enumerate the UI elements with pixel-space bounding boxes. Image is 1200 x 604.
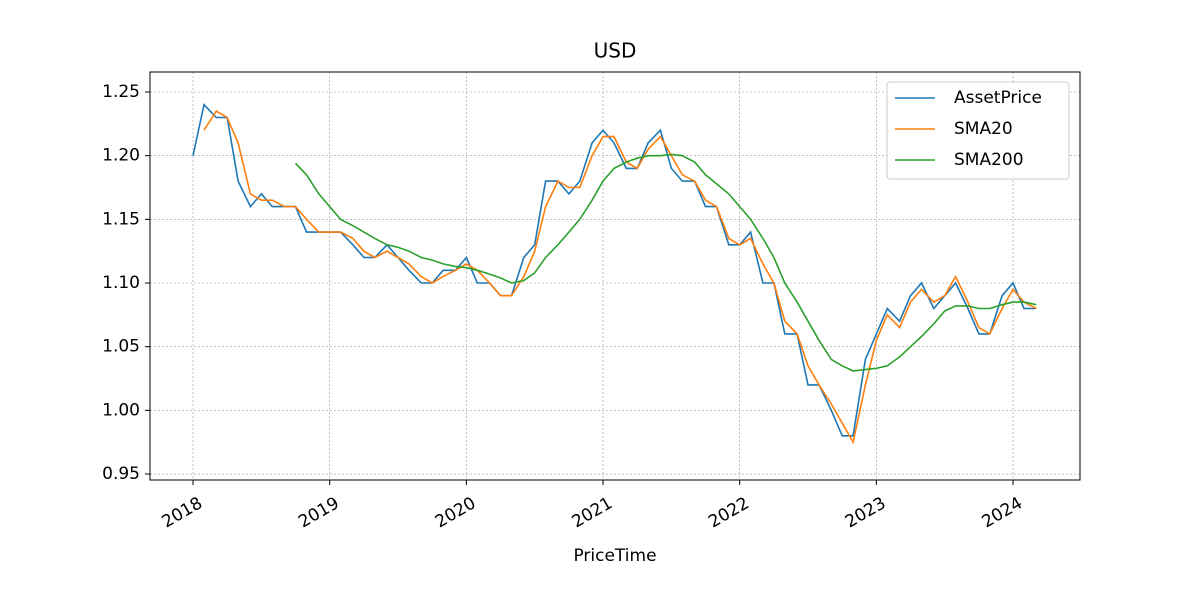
series-line xyxy=(203,110,1037,445)
series-line xyxy=(294,153,1037,372)
y-tick-label: 1.20 xyxy=(102,146,140,166)
legend-label: SMA20 xyxy=(954,119,1013,139)
x-tick-label: 2018 xyxy=(159,493,206,532)
x-tick-label: 2023 xyxy=(842,493,889,532)
y-tick-label: 1.00 xyxy=(102,400,140,420)
y-tick-label: 1.25 xyxy=(102,82,140,102)
y-tick-label: 1.10 xyxy=(102,273,140,293)
y-tick-label: 1.15 xyxy=(102,209,140,229)
chart-title: USD xyxy=(594,39,637,63)
x-axis-label: PriceTime xyxy=(573,546,656,566)
legend-box xyxy=(886,81,1070,180)
y-tick-label: 0.95 xyxy=(102,464,140,484)
x-tick-label: 2022 xyxy=(705,493,752,532)
x-tick-label: 2020 xyxy=(432,493,479,532)
x-tick-label: 2021 xyxy=(569,493,616,532)
x-tick-label: 2024 xyxy=(979,493,1026,532)
x-tick-label: 2019 xyxy=(295,493,342,532)
y-tick-label: 1.05 xyxy=(102,337,140,357)
legend-label: SMA200 xyxy=(954,150,1024,170)
legend-label: AssetPrice xyxy=(954,88,1042,108)
plot-frame xyxy=(149,71,1081,481)
